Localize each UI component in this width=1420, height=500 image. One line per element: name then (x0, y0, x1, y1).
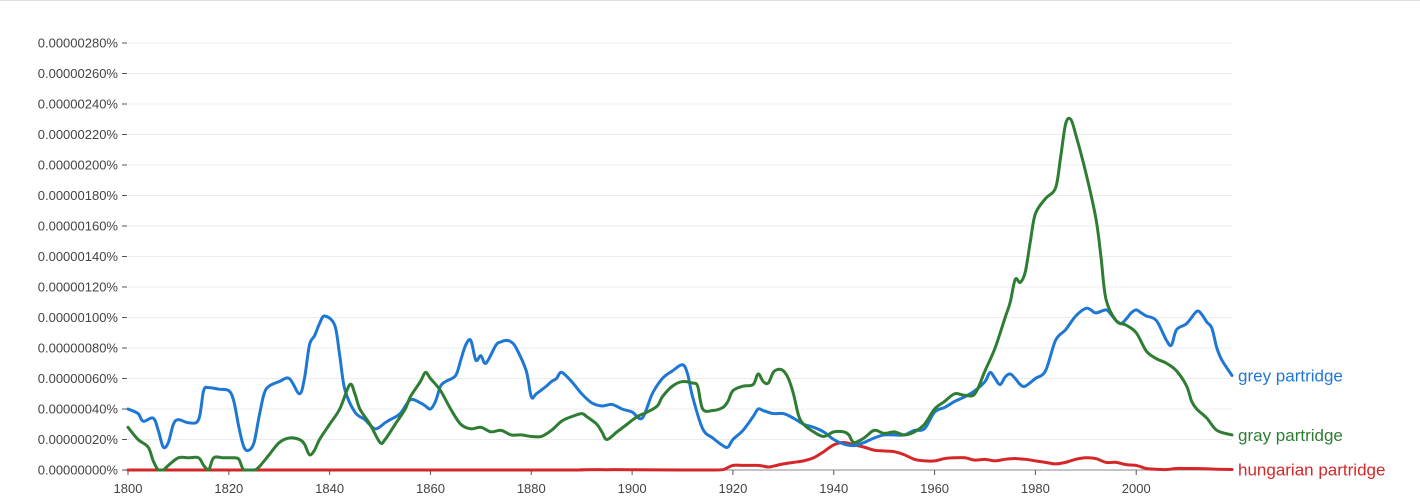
axes: 0.00000000% 0.00000020% 0.00000040% 0.00000… (38, 36, 1232, 496)
x-tick-label: 1880 (517, 481, 546, 496)
series-lines (126, 116, 1234, 472)
x-tick-label: 1820 (214, 481, 243, 496)
y-tick-label: 0.00000120% (38, 280, 119, 295)
y-tick-label: 0.00000040% (38, 402, 119, 417)
y-tick-label: 0.00000080% (38, 341, 119, 356)
grey-partridge-line[interactable] (126, 306, 1234, 453)
y-tick-label: 0.00000060% (38, 371, 119, 386)
gridlines (128, 42, 1232, 440)
y-tick-label: 0.00000220% (38, 127, 119, 142)
y-tick-label: 0.00000100% (38, 310, 119, 325)
y-tick-label: 0.00000000% (38, 463, 119, 478)
x-tick-label: 1960 (920, 481, 949, 496)
y-tick-label: 0.00000240% (38, 97, 119, 112)
hungarian-partridge-label[interactable]: hungarian partridge (1238, 461, 1385, 480)
x-tick-label: 1900 (618, 481, 647, 496)
x-tick-label: 1940 (819, 481, 848, 496)
x-tick-label: 1840 (315, 481, 344, 496)
x-tick-label: 2000 (1122, 481, 1151, 496)
x-tick-label: 1980 (1021, 481, 1050, 496)
y-tick-label: 0.00000020% (38, 432, 119, 447)
y-tick-label: 0.00000180% (38, 188, 119, 203)
hungarian-partridge-line[interactable] (126, 441, 1234, 472)
gray-partridge-line[interactable] (126, 116, 1234, 472)
y-tick-label: 0.00000260% (38, 66, 119, 81)
grey-partridge-label[interactable]: grey partridge (1238, 366, 1343, 385)
series-end-labels: grey partridge gray partridge hungarian pa… (1238, 366, 1385, 479)
y-tick-label: 0.00000200% (38, 158, 119, 173)
x-tick-label: 1920 (718, 481, 747, 496)
gray-partridge-label[interactable]: gray partridge (1238, 426, 1343, 445)
y-tick-label: 0.00000160% (38, 219, 119, 234)
x-tick-label: 1860 (416, 481, 445, 496)
top-divider (0, 0, 1420, 1)
y-tick-label: 0.00000280% (38, 36, 119, 51)
x-tick-label: 1800 (114, 481, 143, 496)
y-tick-label: 0.00000140% (38, 249, 119, 264)
